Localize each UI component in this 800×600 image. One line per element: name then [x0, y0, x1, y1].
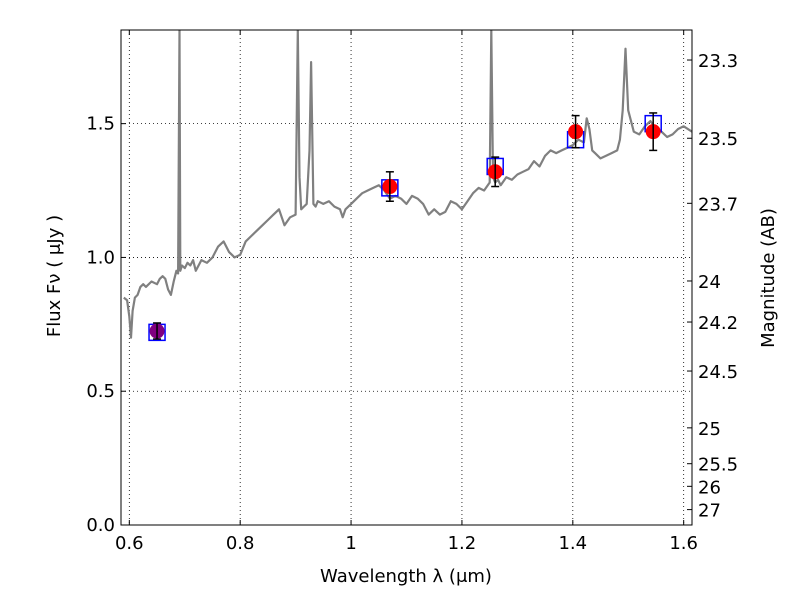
x-tick-label: 0.6 — [115, 533, 144, 554]
y-axis-label: Flux Fν ( μJy ) — [44, 215, 65, 337]
mag-tick-label: 24 — [698, 272, 721, 293]
mag-tick-label: 24.5 — [698, 362, 738, 383]
x-tick-label: 1.4 — [558, 533, 587, 554]
x-axis-label: Wavelength λ (μm) — [320, 566, 492, 587]
y-tick-label: 1.5 — [86, 114, 115, 135]
plot-frame — [120, 29, 693, 526]
mag-tick-label: 23.5 — [698, 129, 738, 150]
mag-tick-label: 25 — [698, 419, 721, 440]
mag-tick-label: 23.3 — [698, 51, 738, 72]
y-tick-label: 0.5 — [86, 381, 115, 402]
mag-tick-label: 24.2 — [698, 313, 738, 334]
grid — [121, 30, 692, 526]
mag-tick-label: 27 — [698, 501, 721, 522]
right-axis-label: Magnitude (AB) — [758, 208, 779, 348]
axes: 0.6 0.8 1 1.2 1.4 1.6 0.0 0.5 1.0 1.5 23.3 23.5 23.7… — [86, 30, 738, 554]
mag-tick-label: 26 — [698, 477, 721, 498]
x-tick-label: 1.2 — [448, 533, 477, 554]
y-tick-label: 1.0 — [86, 247, 115, 268]
x-tick-label: 0.8 — [226, 533, 255, 554]
mag-tick-label: 23.7 — [698, 194, 738, 215]
y-tick-label: 0.0 — [86, 515, 115, 536]
x-tick-label: 1.6 — [669, 533, 698, 554]
mag-tick-label: 25.5 — [698, 455, 738, 476]
x-tick-label: 1 — [345, 533, 356, 554]
plot-area — [123, 30, 692, 342]
spectrum-line — [123, 30, 692, 339]
